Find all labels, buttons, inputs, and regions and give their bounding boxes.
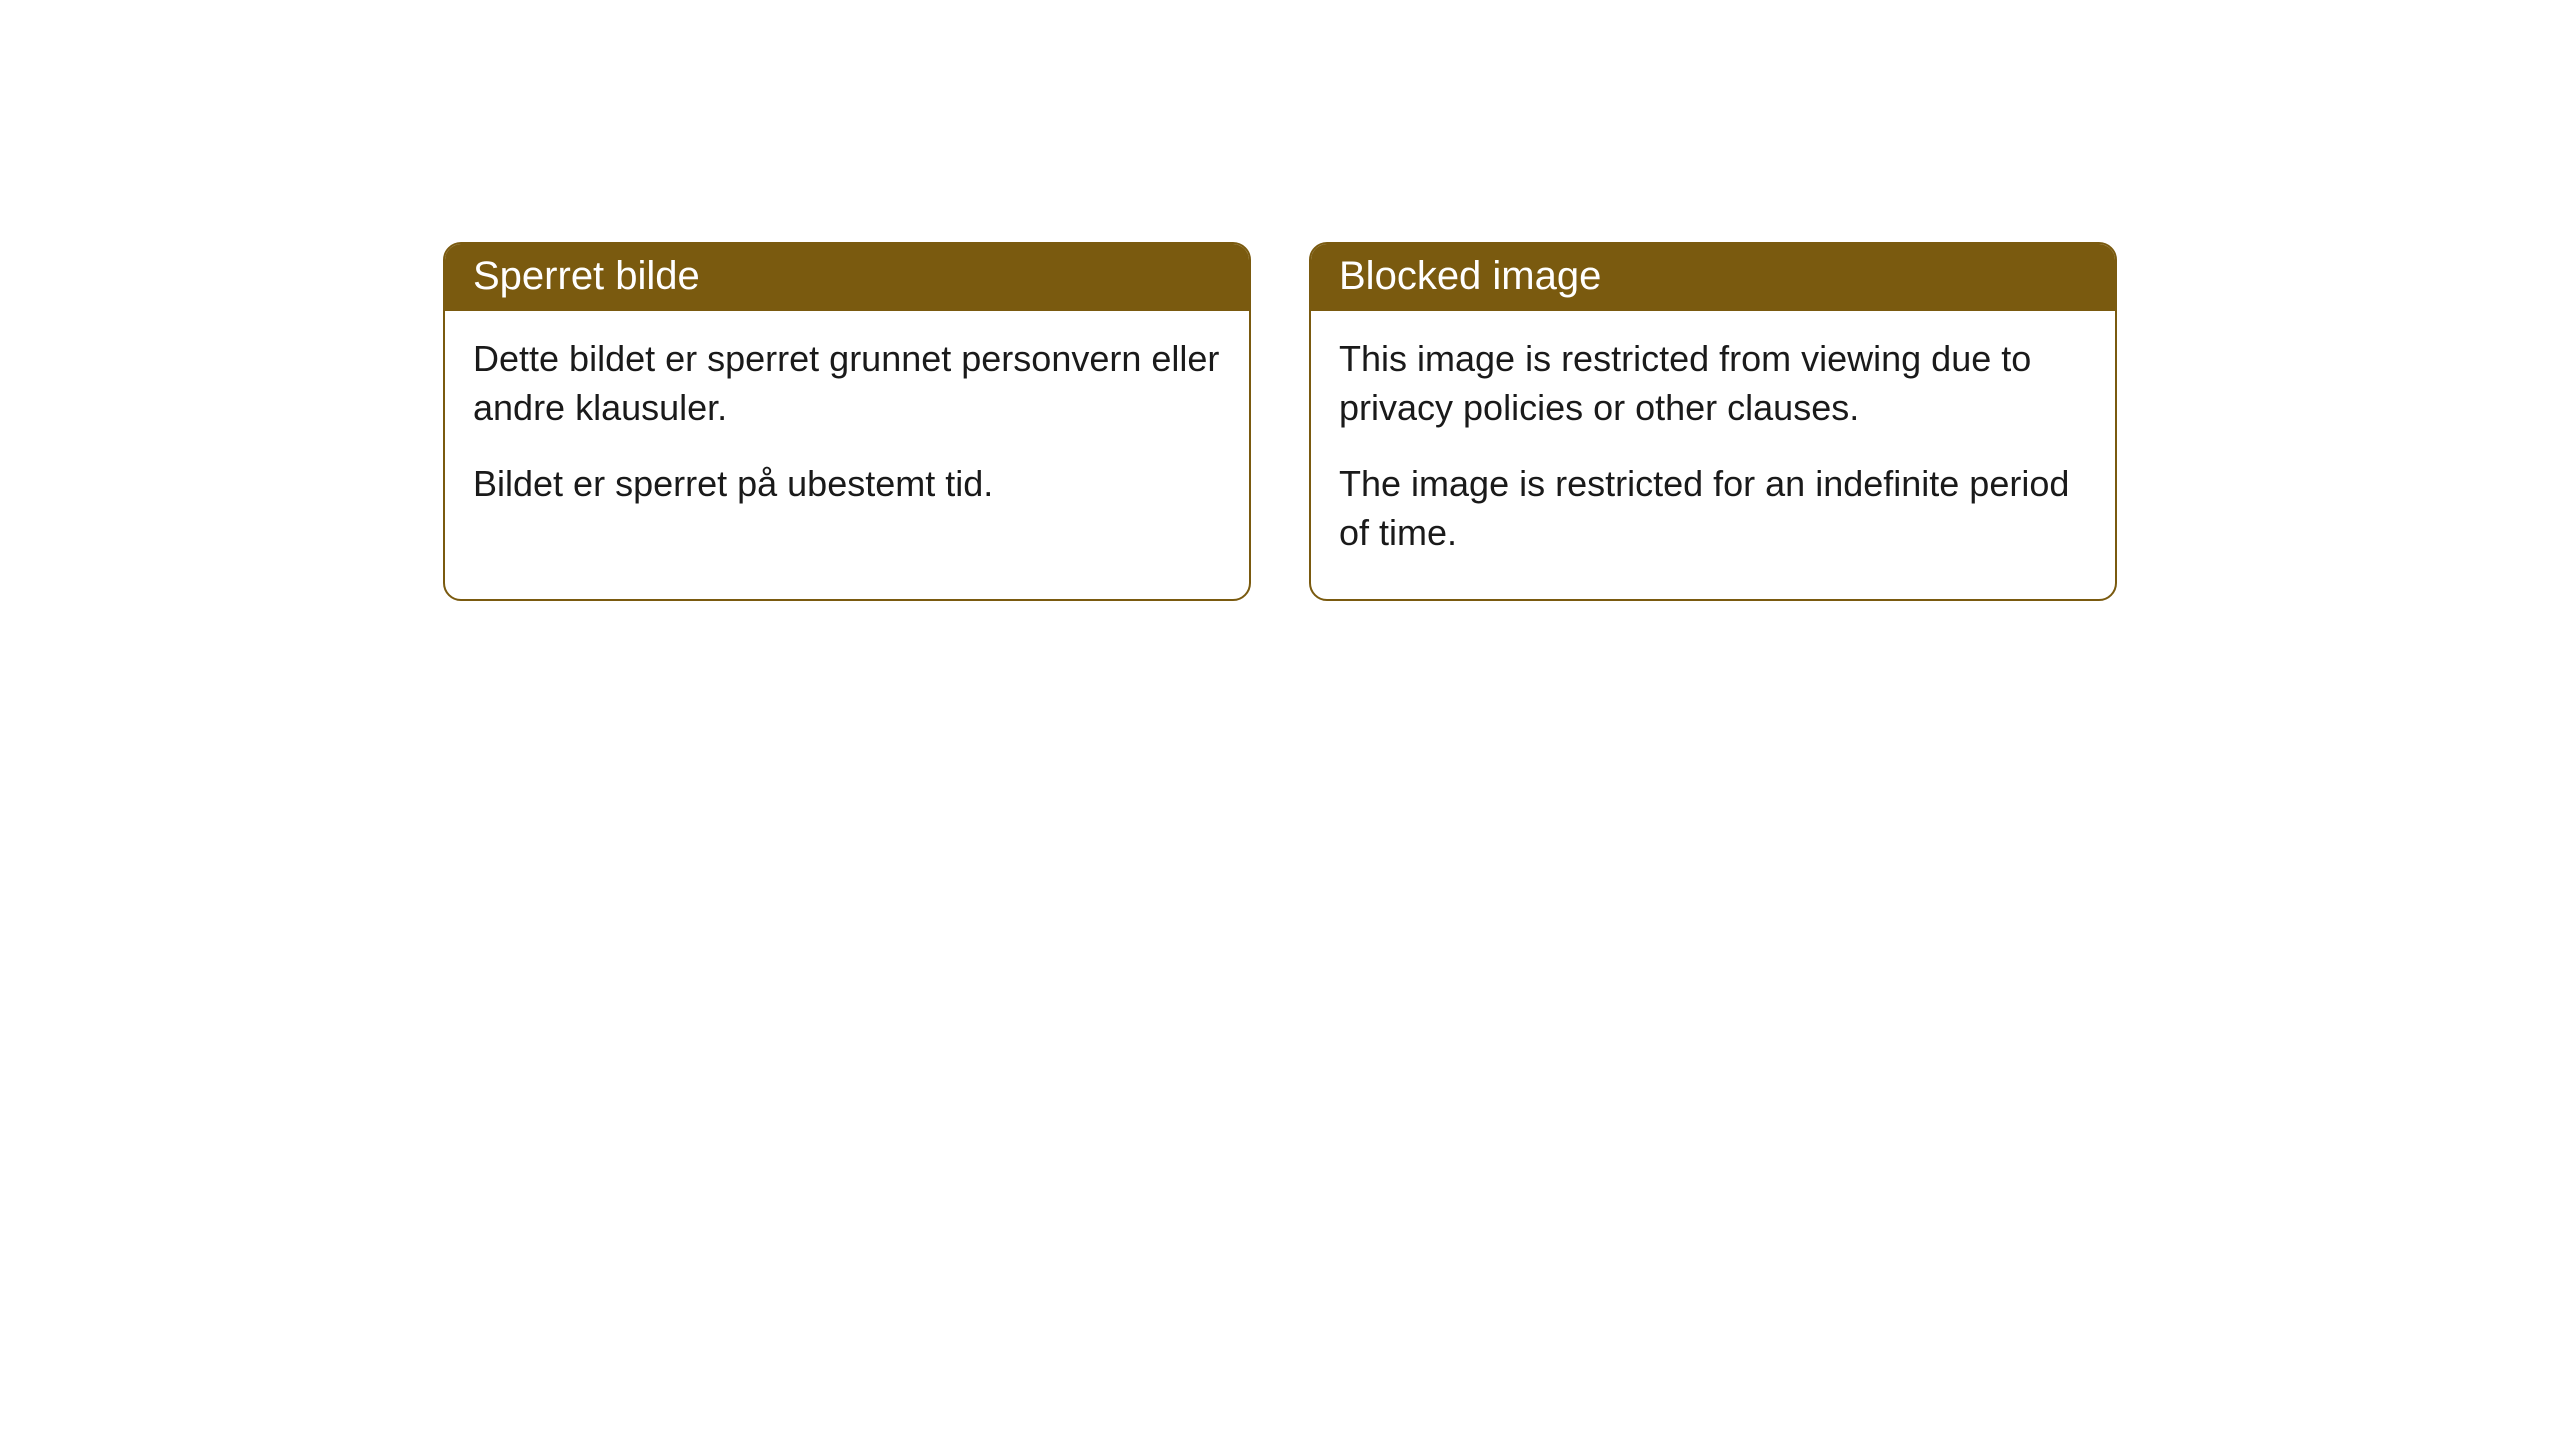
notice-paragraph: Bildet er sperret på ubestemt tid. xyxy=(473,460,1221,509)
card-header: Blocked image xyxy=(1311,244,2115,311)
card-header: Sperret bilde xyxy=(445,244,1249,311)
blocked-image-card-no: Sperret bilde Dette bildet er sperret gr… xyxy=(443,242,1251,601)
card-body: Dette bildet er sperret grunnet personve… xyxy=(445,311,1249,551)
notice-paragraph: Dette bildet er sperret grunnet personve… xyxy=(473,335,1221,432)
notice-paragraph: The image is restricted for an indefinit… xyxy=(1339,460,2087,557)
notice-container: Sperret bilde Dette bildet er sperret gr… xyxy=(443,242,2117,601)
blocked-image-card-en: Blocked image This image is restricted f… xyxy=(1309,242,2117,601)
card-body: This image is restricted from viewing du… xyxy=(1311,311,2115,599)
notice-paragraph: This image is restricted from viewing du… xyxy=(1339,335,2087,432)
